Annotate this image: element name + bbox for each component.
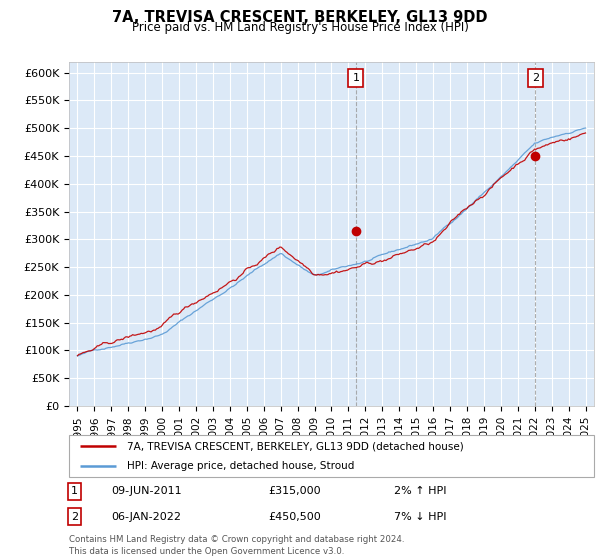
Text: HPI: Average price, detached house, Stroud: HPI: Average price, detached house, Stro… <box>127 461 354 471</box>
Text: 2: 2 <box>532 73 539 83</box>
Text: Price paid vs. HM Land Registry's House Price Index (HPI): Price paid vs. HM Land Registry's House … <box>131 21 469 34</box>
Text: 7A, TREVISA CRESCENT, BERKELEY, GL13 9DD (detached house): 7A, TREVISA CRESCENT, BERKELEY, GL13 9DD… <box>127 441 464 451</box>
Text: 1: 1 <box>71 487 78 496</box>
Text: 06-JAN-2022: 06-JAN-2022 <box>111 512 181 521</box>
Text: 2% ↑ HPI: 2% ↑ HPI <box>395 487 447 496</box>
Text: Contains HM Land Registry data © Crown copyright and database right 2024.
This d: Contains HM Land Registry data © Crown c… <box>69 535 404 556</box>
Text: 7% ↓ HPI: 7% ↓ HPI <box>395 512 447 521</box>
Text: 7A, TREVISA CRESCENT, BERKELEY, GL13 9DD: 7A, TREVISA CRESCENT, BERKELEY, GL13 9DD <box>112 10 488 25</box>
Text: £315,000: £315,000 <box>269 487 321 496</box>
Text: 1: 1 <box>352 73 359 83</box>
FancyBboxPatch shape <box>69 435 594 477</box>
Text: 2: 2 <box>71 512 78 521</box>
Text: £450,500: £450,500 <box>269 512 321 521</box>
Text: 09-JUN-2011: 09-JUN-2011 <box>111 487 182 496</box>
